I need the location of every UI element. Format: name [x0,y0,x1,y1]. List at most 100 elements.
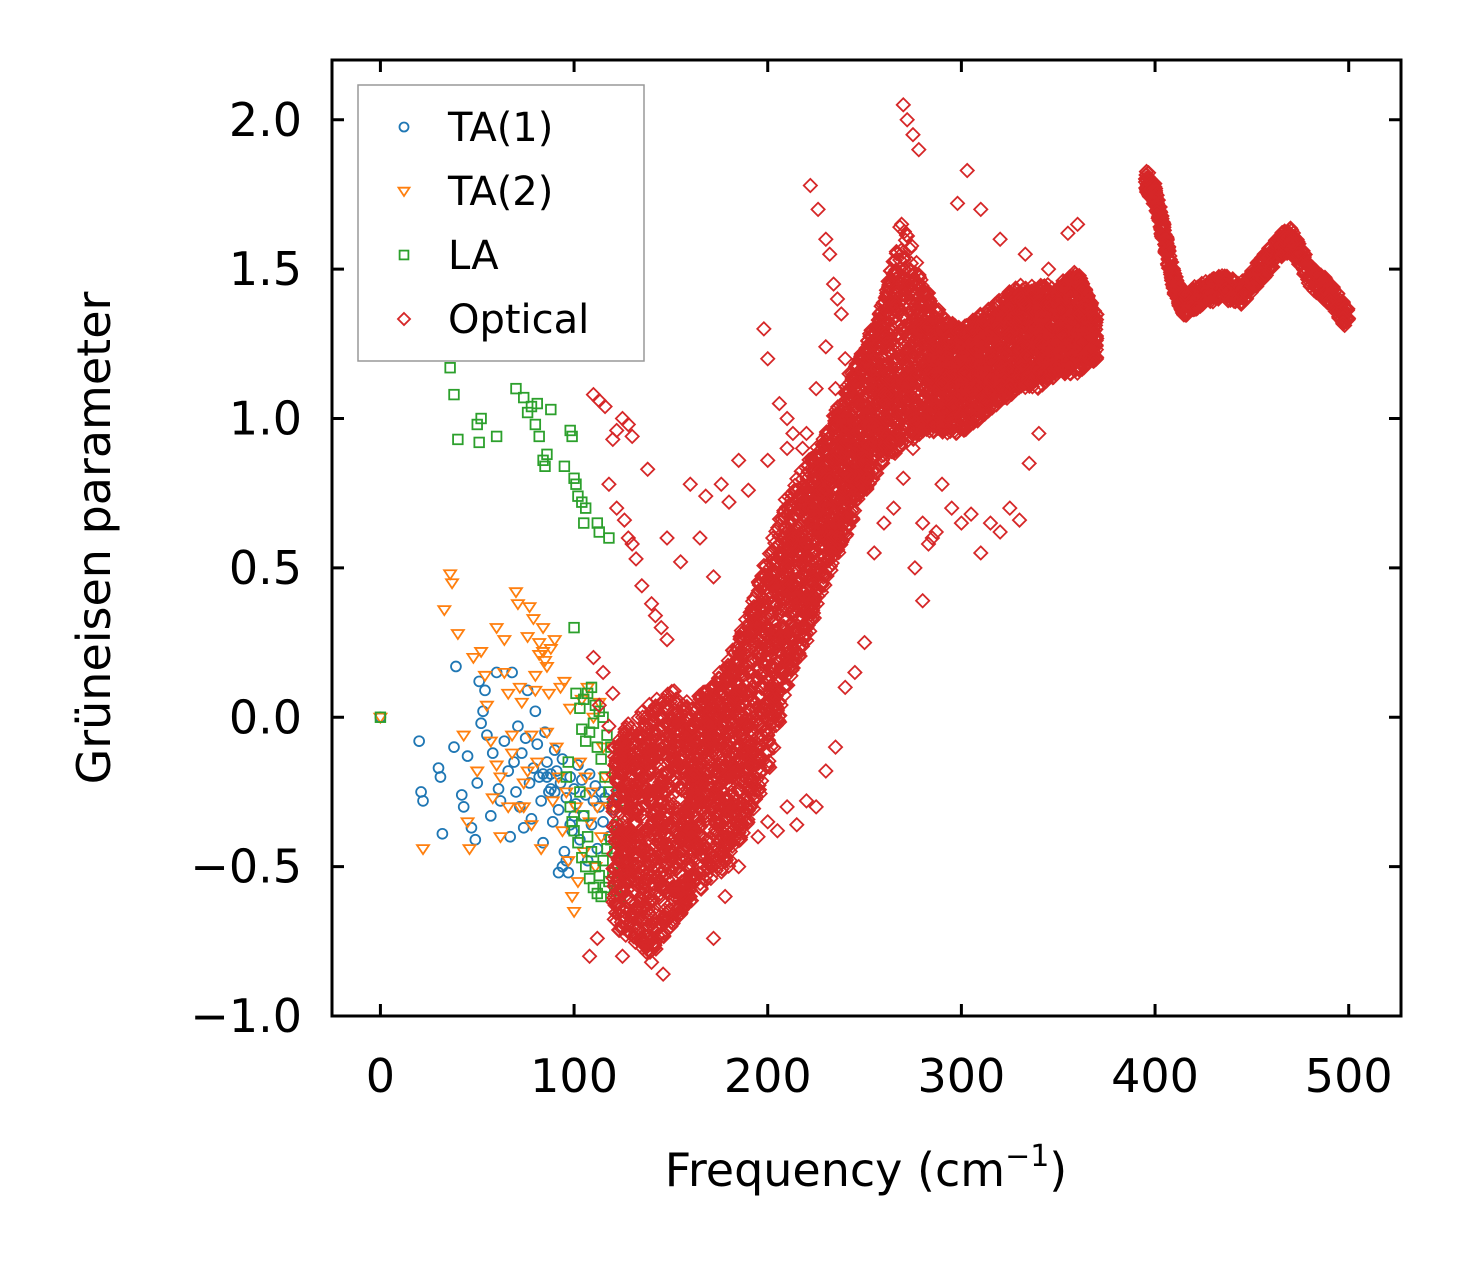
data-point [479,700,495,713]
data-point [659,530,675,546]
data-point [597,815,609,828]
data-point [705,568,722,585]
data-point [779,799,795,815]
data-point [560,771,573,783]
data-point [475,717,487,730]
data-point [686,832,703,849]
data-point [683,792,700,809]
data-point [627,895,644,912]
data-point [914,592,931,609]
data-point [625,871,642,888]
data-point [570,877,586,889]
data-point [627,777,644,794]
data-point [620,530,637,546]
data-point [415,844,431,856]
data-point [566,430,578,443]
data-point [876,515,892,531]
data-point [705,930,722,947]
data-point [578,517,590,529]
data-point [611,832,627,848]
data-point [591,887,604,900]
data-point [899,111,916,128]
data-point [665,915,681,932]
data-point [924,530,941,546]
data-point [492,783,505,795]
data-point [578,772,594,785]
data-point [616,512,633,528]
data-point [702,870,719,887]
data-point [779,410,795,427]
data-point [496,667,513,680]
data-point [554,826,571,838]
data-point [646,828,663,844]
data-point [683,701,700,718]
data-point [529,705,542,718]
data-point [1040,261,1057,277]
data-point [856,634,873,651]
data-point [558,787,575,799]
data-point [578,810,590,822]
data-point [647,837,663,854]
data-point [521,602,538,614]
data-point [574,786,586,798]
data-point [624,428,641,445]
data-point [640,895,657,912]
data-point [589,699,602,712]
data-point [455,789,468,801]
data-point [646,775,662,792]
data-point [500,688,516,701]
data-point [436,605,453,617]
data-point [920,536,937,552]
data-point [436,827,449,840]
data-point [647,821,664,837]
data-point [934,476,950,493]
data-point [483,736,499,749]
data-point [684,719,700,735]
data-point [515,747,528,759]
data-point [469,833,482,846]
data-point [546,815,559,828]
data-point [568,621,580,634]
data-point [633,799,650,816]
data-point [817,231,834,248]
data-point [558,460,571,473]
data-point [665,714,682,731]
data-point [560,856,576,868]
data-point [646,725,663,742]
data-point [485,793,501,805]
data-point [667,799,684,815]
data-point [562,703,578,716]
data-point [632,859,649,875]
data-point [821,246,838,263]
data-point [669,885,686,901]
data-point [595,664,611,681]
data-point [450,660,462,673]
data-point [572,757,588,770]
data-point [533,844,549,856]
data-point [568,802,584,814]
data-point [798,425,815,442]
data-point [688,765,705,782]
data-point [895,96,912,113]
data-point [525,614,542,626]
data-point [413,735,425,747]
data-point [597,772,613,785]
data-point [587,862,604,874]
data-point [914,515,931,531]
data-point [628,551,644,567]
data-point [1069,216,1086,233]
data-point [608,814,625,831]
data-point [606,886,623,903]
data-point [609,773,626,790]
data-point [473,436,485,449]
data-point [585,681,598,694]
data-point [492,832,509,844]
data-point [589,802,605,814]
data-point [473,647,489,659]
data-point [556,860,569,873]
data-point [634,739,650,756]
data-point [713,476,730,493]
data-point [504,730,520,743]
data-point [697,488,714,505]
data-point [502,765,515,777]
